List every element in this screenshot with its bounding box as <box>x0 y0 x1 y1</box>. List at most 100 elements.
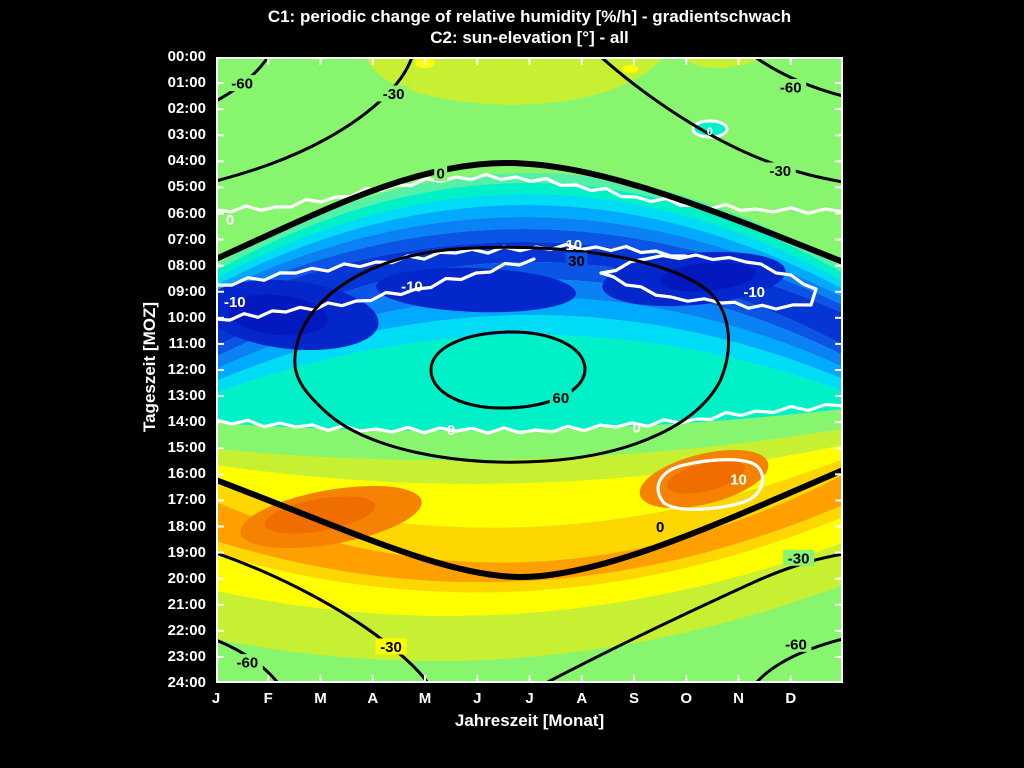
c2-contour-label: -60 <box>237 655 259 672</box>
c1-fill-band <box>216 182 843 281</box>
chart-title-line1: C1: periodic change of relative humidity… <box>267 7 792 26</box>
x-axis-label: Jahreszeit [Monat] <box>454 711 605 730</box>
c2-minus30-line <box>216 57 414 183</box>
x-tick-label: F <box>263 690 273 707</box>
x-tick-label: J <box>525 690 534 707</box>
x-tick-label: A <box>576 690 588 707</box>
c2-contour-label: 60 <box>553 390 570 407</box>
y-tick-label: 05:00 <box>167 178 206 196</box>
y-tick-label: 09:00 <box>167 282 206 300</box>
y-tick-label: 11:00 <box>168 334 206 352</box>
c1-contour-label: -10 <box>224 294 246 311</box>
c1-zero-contour-small-loop <box>691 119 729 139</box>
c2-zero-line-sunrise <box>216 159 843 265</box>
c1-fill-extremum <box>667 460 745 494</box>
y-tick-label: 04:00 <box>167 152 206 170</box>
c1-plus10-contour-loop <box>656 458 765 511</box>
c2-contour-label-bg <box>231 654 263 671</box>
c1-contour-label: 0 <box>707 126 713 138</box>
c1-minus10-contour-loop <box>599 253 818 311</box>
c2-contour-label: -60 <box>231 76 253 93</box>
x-tick-label: M <box>418 690 432 707</box>
c1-fill-band <box>216 475 843 583</box>
x-tick-label: J <box>211 690 221 707</box>
c2-contour-label-bg <box>653 518 667 535</box>
c1-fill-yellow-dot <box>622 65 638 73</box>
c2-contour-label-bg <box>378 85 410 102</box>
c1-fill-band <box>216 216 843 305</box>
c1-contour-label: -10 <box>560 237 582 254</box>
y-tick-label: 13:00 <box>167 387 206 405</box>
c2-plus60-line <box>429 330 587 410</box>
chart-title: C1: periodic change of relative humidity… <box>216 6 843 48</box>
c2-contour-label-bg <box>783 549 815 566</box>
c2-contour-label-bg <box>565 252 588 269</box>
c1-fill-band <box>216 204 843 297</box>
c1-minus10-contour <box>216 242 688 287</box>
x-tick-label: J <box>473 690 482 707</box>
c1-contour-label: 10 <box>730 472 747 489</box>
y-tick-label: 01:00 <box>167 74 206 92</box>
c1-fill-band <box>216 193 843 289</box>
c1-zero-contour-lower <box>216 402 843 435</box>
c1-fill-band <box>216 172 843 273</box>
c2-contour-label: -30 <box>788 550 810 567</box>
c1-fill-extremum <box>264 496 376 534</box>
y-tick-label: 14:00 <box>167 413 206 431</box>
c2-contour-label-bg <box>375 638 407 655</box>
y-tick-label: 03:00 <box>167 126 206 144</box>
c2-contour-label-bg <box>780 635 812 652</box>
c2-minus30-line <box>216 551 430 683</box>
contour-plot: -60 -30 -60 -30 0 30 60 0 -30 -60 -30 -60 0 -10 -10 -10… <box>216 57 843 683</box>
c1-fill-extremum <box>660 262 756 292</box>
y-tick-label: 16:00 <box>167 465 206 483</box>
y-tick-label: 07:00 <box>167 230 206 248</box>
y-tick-label: 19:00 <box>167 543 206 561</box>
c1-minus10-contour <box>216 257 536 322</box>
c2-minus30-line <box>599 57 843 184</box>
y-tick-label: 02:00 <box>167 100 206 118</box>
c1-fill-extremum <box>376 267 576 313</box>
c2-contour-label: 30 <box>568 253 585 270</box>
y-tick-label: 10:00 <box>167 308 206 326</box>
y-tick-label: 08:00 <box>167 256 206 274</box>
c1-contour-label: -10 <box>401 279 423 296</box>
c2-contour-label-bg <box>775 78 807 95</box>
x-tick-label: A <box>367 690 379 707</box>
c2-minus30-line <box>544 552 843 683</box>
x-tick-label: M <box>314 690 327 707</box>
c2-zero-line-sunset <box>216 467 843 581</box>
x-tick-label: N <box>733 690 744 707</box>
c2-contour-label: -30 <box>383 86 405 103</box>
c1-contour-label: 0 <box>632 419 640 436</box>
c2-plus30-line <box>293 245 731 464</box>
y-tick-label: 15:00 <box>167 439 206 457</box>
c2-contour-label-bg <box>226 75 258 92</box>
c2-minus60-line <box>754 637 843 683</box>
chart-title-line2: C2: sun-elevation [°] - all <box>430 28 629 47</box>
c2-contour-label: -30 <box>769 163 791 180</box>
c1-fill-band <box>216 334 843 431</box>
c1-contour-label: 0 <box>447 422 455 439</box>
y-tick-label: 00:00 <box>167 48 206 65</box>
y-tick-label: 22:00 <box>167 621 206 639</box>
c2-contour-label: 0 <box>656 519 664 536</box>
c2-contour-label-bg <box>434 165 448 182</box>
y-tick-label: 21:00 <box>167 595 206 613</box>
y-tick-label: 24:00 <box>167 674 206 691</box>
c1-zero-contour-upper <box>216 172 843 215</box>
y-tick-label: 12:00 <box>167 361 206 378</box>
c1-fill-band <box>216 228 843 313</box>
y-tick-label: 18:00 <box>167 517 206 535</box>
c1-contour-label: -10 <box>743 284 765 301</box>
c2-contour-label-bg <box>549 389 572 406</box>
c2-contour-label-bg <box>764 162 796 179</box>
c2-contour-label: -30 <box>380 639 402 656</box>
y-tick-label: 17:00 <box>167 491 206 509</box>
c1-fill-night-patch-top <box>366 57 664 105</box>
c1-fill-band <box>216 517 843 617</box>
c1-contour-label: 0 <box>226 212 234 229</box>
c1-fill-night-patch-top2 <box>684 57 762 68</box>
x-tick-label: D <box>785 690 797 707</box>
